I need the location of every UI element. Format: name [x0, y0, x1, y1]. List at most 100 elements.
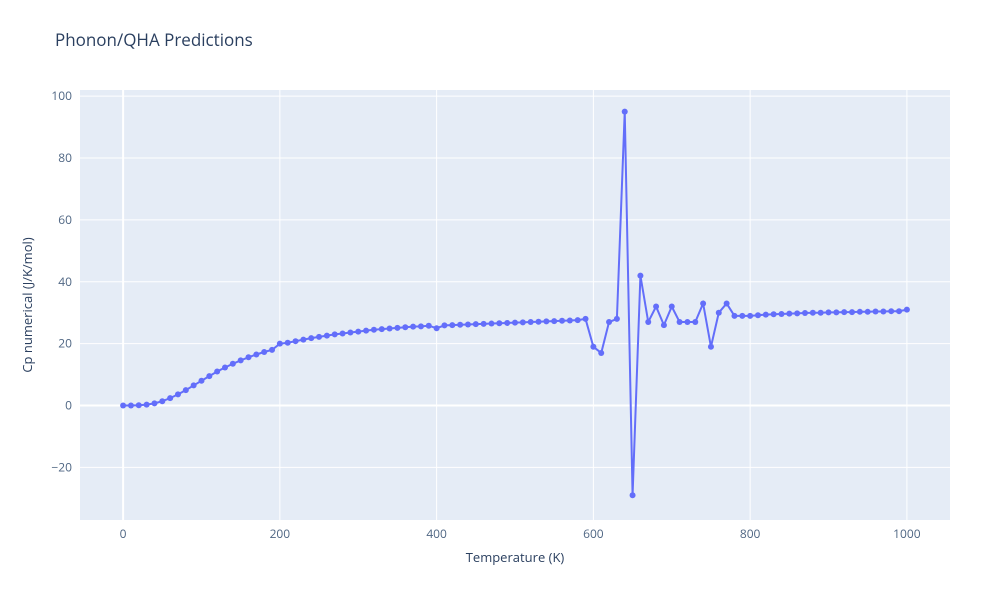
x-tick-label: 1000 — [893, 525, 921, 542]
series-marker — [222, 364, 228, 370]
series-marker — [481, 321, 487, 327]
series-marker — [528, 319, 534, 325]
series-marker — [786, 311, 792, 317]
series-marker — [347, 330, 353, 336]
x-tick-label: 600 — [583, 525, 604, 542]
series-marker — [739, 313, 745, 319]
y-tick-label: 100 — [51, 87, 72, 104]
series-marker — [269, 347, 275, 353]
series-marker — [151, 400, 157, 406]
series-marker — [684, 319, 690, 325]
series-marker — [473, 321, 479, 327]
series-marker — [520, 319, 526, 325]
series-marker — [387, 326, 393, 332]
series-marker — [873, 309, 879, 315]
series-marker — [253, 352, 259, 358]
series-marker — [622, 109, 628, 115]
series-marker — [583, 316, 589, 322]
plot-background — [80, 90, 950, 520]
series-marker — [308, 335, 314, 341]
series-marker — [449, 322, 455, 328]
series-marker — [841, 309, 847, 315]
series-marker — [778, 311, 784, 317]
series-marker — [504, 320, 510, 326]
series-marker — [857, 309, 863, 315]
series-marker — [794, 310, 800, 316]
series-marker — [238, 357, 244, 363]
x-axis-label: Temperature (K) — [466, 548, 565, 566]
series-marker — [833, 309, 839, 315]
series-marker — [826, 309, 832, 315]
y-tick-label: 0 — [65, 397, 72, 414]
series-marker — [136, 402, 142, 408]
y-axis-label: Cp numerical (J/K/mol) — [18, 237, 36, 372]
series-marker — [716, 310, 722, 316]
series-marker — [316, 334, 322, 340]
series-marker — [755, 312, 761, 318]
series-marker — [214, 369, 220, 375]
series-marker — [120, 403, 126, 409]
series-marker — [810, 310, 816, 316]
series-marker — [324, 333, 330, 339]
series-marker — [865, 309, 871, 315]
series-marker — [536, 319, 542, 325]
series-marker — [402, 324, 408, 330]
y-tick-label: 20 — [58, 335, 72, 352]
series-marker — [731, 313, 737, 319]
series-marker — [496, 320, 502, 326]
series-marker — [630, 492, 636, 498]
series-marker — [637, 273, 643, 279]
series-marker — [355, 329, 361, 335]
series-marker — [191, 382, 197, 388]
series-marker — [849, 309, 855, 315]
series-marker — [441, 322, 447, 328]
chart-area: 02004006008001000−20020406080100Temperat… — [0, 0, 1000, 600]
series-marker — [332, 331, 338, 337]
series-marker — [661, 322, 667, 328]
series-marker — [818, 310, 824, 316]
series-marker — [426, 323, 432, 329]
series-marker — [300, 337, 306, 343]
series-marker — [771, 311, 777, 317]
series-marker — [128, 403, 134, 409]
y-tick-label: 80 — [58, 149, 72, 166]
series-marker — [230, 361, 236, 367]
series-marker — [159, 398, 165, 404]
series-marker — [888, 308, 894, 314]
series-marker — [488, 321, 494, 327]
series-marker — [246, 354, 252, 360]
series-marker — [763, 312, 769, 318]
series-marker — [418, 323, 424, 329]
series-marker — [410, 324, 416, 330]
series-marker — [371, 327, 377, 333]
series-marker — [645, 319, 651, 325]
series-marker — [614, 316, 620, 322]
series-marker — [457, 322, 463, 328]
series-marker — [677, 319, 683, 325]
series-marker — [175, 391, 181, 397]
y-tick-label: 40 — [58, 273, 72, 290]
series-marker — [653, 304, 659, 310]
y-tick-label: 60 — [58, 211, 72, 228]
series-marker — [206, 373, 212, 379]
series-marker — [512, 320, 518, 326]
series-marker — [363, 328, 369, 334]
series-marker — [551, 318, 557, 324]
series-marker — [904, 307, 910, 313]
series-marker — [465, 321, 471, 327]
series-marker — [183, 387, 189, 393]
series-marker — [590, 344, 596, 350]
series-marker — [198, 378, 204, 384]
series-marker — [543, 318, 549, 324]
series-marker — [802, 310, 808, 316]
series-marker — [285, 340, 291, 346]
series-marker — [394, 325, 400, 331]
x-tick-label: 800 — [740, 525, 761, 542]
x-tick-label: 200 — [270, 525, 291, 542]
series-marker — [747, 313, 753, 319]
series-marker — [575, 317, 581, 323]
series-marker — [340, 330, 346, 336]
series-marker — [606, 319, 612, 325]
series-marker — [293, 338, 299, 344]
series-marker — [880, 309, 886, 315]
